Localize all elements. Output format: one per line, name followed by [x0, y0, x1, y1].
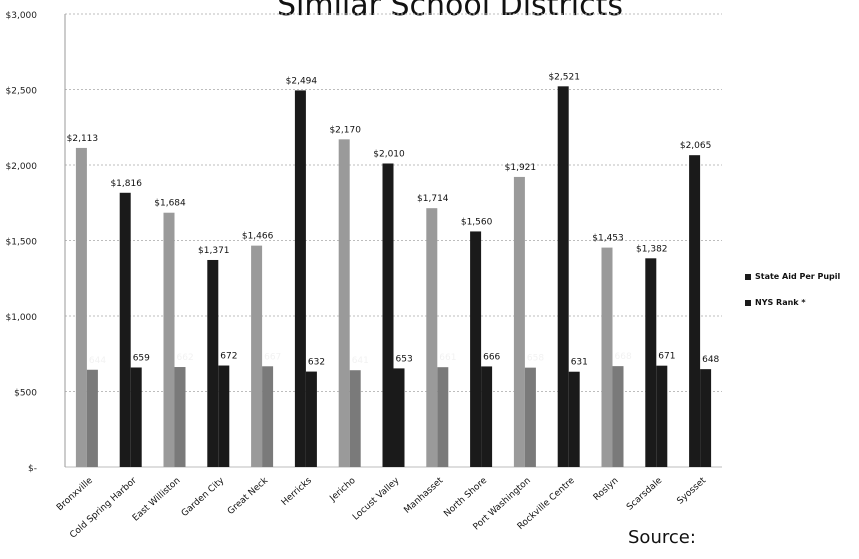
- data-label-state-aid: $2,113: [67, 134, 99, 144]
- x-tick-label: Bronxville: [55, 475, 95, 513]
- x-tick-label: Locust Valley: [351, 475, 402, 522]
- data-label-state-aid: $2,010: [373, 149, 405, 159]
- data-label-nys-rank: 661: [439, 353, 456, 363]
- legend-item-nys-rank: NYS Rank *: [745, 298, 840, 307]
- data-label-nys-rank: 659: [133, 353, 150, 363]
- bar-nys-rank: [86, 369, 98, 467]
- data-label-state-aid: $2,521: [548, 72, 580, 82]
- bar-nys-rank: [437, 367, 449, 467]
- legend-swatch-nys-rank: [745, 299, 751, 306]
- source-label: Source:: [628, 527, 696, 548]
- data-label-state-aid: $1,371: [198, 246, 230, 256]
- bar-nys-rank: [305, 371, 317, 467]
- data-label-nys-rank: 648: [702, 355, 719, 365]
- x-tick-label: Garden City: [180, 475, 227, 519]
- data-label-state-aid: $2,494: [286, 76, 318, 86]
- data-label-nys-rank: 671: [658, 352, 675, 362]
- bar-nys-rank: [393, 368, 405, 467]
- bar-nys-rank: [524, 367, 536, 467]
- data-label-nys-rank: 672: [220, 352, 237, 362]
- data-label-nys-rank: 644: [89, 356, 106, 366]
- chart-title: Similar School Districts: [276, 0, 624, 23]
- y-tick-label: $-: [28, 464, 37, 474]
- data-label-nys-rank: 641: [352, 356, 369, 366]
- y-tick-label: $3,000: [6, 11, 38, 21]
- bar-state-aid: [426, 208, 438, 467]
- bar-state-aid: [470, 231, 482, 467]
- data-label-state-aid: $1,816: [110, 179, 142, 189]
- x-tick-label: Scarsdale: [625, 475, 665, 512]
- bar-state-aid: [119, 192, 131, 467]
- data-label-nys-rank: 666: [483, 352, 500, 362]
- data-label-nys-rank: 668: [615, 352, 632, 362]
- bar-nys-rank: [262, 366, 274, 467]
- data-label-nys-rank: 632: [308, 358, 325, 368]
- bar-state-aid: [557, 86, 569, 467]
- bar-nys-rank: [174, 367, 186, 467]
- bar-state-aid: [645, 258, 657, 467]
- data-label-nys-rank: 658: [527, 354, 544, 364]
- x-tick-label: Manhasset: [402, 475, 445, 515]
- bar-state-aid: [75, 147, 87, 467]
- data-label-state-aid: $1,921: [505, 163, 537, 173]
- legend-label-state-aid: State Aid Per Pupil: [755, 272, 841, 281]
- data-label-state-aid: $1,382: [636, 244, 668, 254]
- x-tick-label: East Williston: [131, 476, 183, 524]
- y-tick-label: $2,500: [6, 87, 38, 97]
- data-label-nys-rank: 667: [264, 352, 281, 362]
- bar-nys-rank: [481, 366, 493, 467]
- bar-state-aid: [338, 139, 350, 467]
- bar-nys-rank: [700, 369, 712, 467]
- bar-state-aid: [251, 245, 263, 467]
- x-tick-label: Jericho: [328, 475, 359, 504]
- data-label-nys-rank: 653: [396, 354, 413, 364]
- data-label-state-aid: $1,453: [592, 234, 624, 244]
- bar-nys-rank: [568, 371, 580, 467]
- y-tick-label: $1,000: [6, 313, 38, 323]
- x-tick-label: North Shore: [442, 475, 489, 519]
- bar-nys-rank: [612, 366, 624, 467]
- data-label-state-aid: $1,714: [417, 194, 449, 204]
- data-label-nys-rank: 631: [571, 358, 588, 368]
- data-label-state-aid: $2,065: [680, 141, 712, 151]
- legend: State Aid Per Pupil NYS Rank *: [745, 272, 840, 324]
- bar-state-aid: [207, 259, 219, 467]
- data-label-nys-rank: 662: [177, 353, 194, 363]
- x-tick-label: Roslyn: [592, 476, 621, 503]
- bar-state-aid: [163, 212, 175, 467]
- bar-nys-rank: [218, 365, 230, 467]
- bar-nys-rank: [656, 365, 668, 467]
- x-tick-label: Herricks: [280, 476, 314, 508]
- x-tick-label: Syosset: [675, 475, 708, 506]
- bar-state-aid: [382, 163, 394, 468]
- x-tick-label: Great Neck: [226, 475, 271, 517]
- data-label-state-aid: $2,170: [329, 125, 361, 135]
- bar-nys-rank: [349, 370, 361, 467]
- bar-state-aid: [513, 176, 525, 467]
- legend-label-nys-rank: NYS Rank *: [755, 298, 806, 307]
- data-label-state-aid: $1,684: [154, 199, 186, 209]
- bar-state-aid: [601, 247, 613, 467]
- bar-state-aid: [689, 155, 701, 467]
- data-label-state-aid: $1,560: [461, 217, 493, 227]
- bar-nys-rank: [130, 367, 142, 467]
- bar-state-aid: [294, 90, 306, 467]
- legend-item-state-aid: State Aid Per Pupil: [745, 272, 840, 281]
- y-tick-label: $500: [14, 389, 37, 399]
- y-tick-label: $1,500: [6, 238, 38, 248]
- y-tick-label: $2,000: [6, 162, 38, 172]
- data-label-state-aid: $1,466: [242, 232, 274, 242]
- legend-swatch-state-aid: [745, 273, 751, 280]
